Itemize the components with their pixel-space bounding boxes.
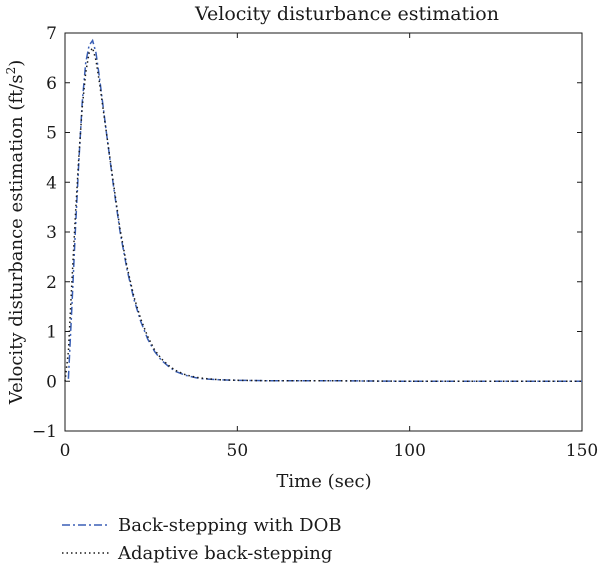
y-tick-label: 4: [46, 173, 57, 193]
y-axis-label-close: ): [6, 60, 27, 67]
y-tick-label: 6: [46, 74, 57, 94]
series-line-back-stepping-dob: [67, 38, 582, 383]
legend: Back-stepping with DOB Adaptive back-ste…: [62, 515, 342, 564]
y-tick-label: 7: [46, 24, 57, 44]
x-tick-label: 50: [227, 441, 249, 461]
plot-frame: [64, 32, 583, 432]
y-tick-label: −1: [32, 422, 57, 442]
y-axis-label-main: Velocity disturbance estimation (ft/s: [6, 74, 27, 405]
y-tick-label: 0: [46, 372, 57, 392]
series-layer: [64, 38, 582, 383]
legend-label-adaptive: Adaptive back-stepping: [117, 543, 332, 564]
x-tick-label: 150: [566, 441, 598, 461]
chart-title: Velocity disturbance estimation: [194, 3, 499, 25]
x-tick-label: 100: [393, 441, 425, 461]
series-line-adaptive-back-stepping: [64, 46, 582, 383]
y-tick-label: 5: [46, 124, 57, 144]
x-tick-label: 0: [60, 441, 71, 461]
y-tick-label: 3: [46, 223, 57, 243]
y-axis-label-superscript: 2: [4, 67, 18, 75]
y-axis-label: Velocity disturbance estimation (ft/s2): [4, 60, 27, 406]
x-axis-label: Time (sec): [276, 471, 371, 492]
legend-label-dob: Back-stepping with DOB: [118, 515, 342, 536]
y-tick-label: 1: [46, 323, 57, 343]
y-tick-label: 2: [46, 273, 57, 293]
